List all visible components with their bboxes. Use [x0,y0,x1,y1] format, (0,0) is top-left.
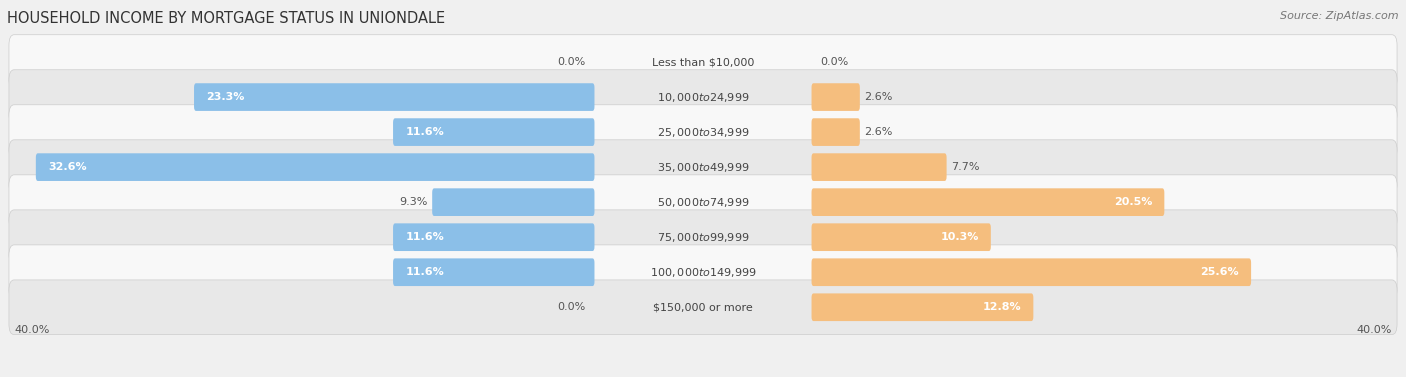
Text: 2.6%: 2.6% [865,127,893,137]
FancyBboxPatch shape [432,188,595,216]
FancyBboxPatch shape [8,70,1398,124]
FancyBboxPatch shape [811,258,1251,286]
Text: $150,000 or more: $150,000 or more [654,302,752,312]
Text: 11.6%: 11.6% [405,232,444,242]
FancyBboxPatch shape [35,153,595,181]
FancyBboxPatch shape [8,105,1398,159]
Text: 0.0%: 0.0% [557,302,586,312]
Text: HOUSEHOLD INCOME BY MORTGAGE STATUS IN UNIONDALE: HOUSEHOLD INCOME BY MORTGAGE STATUS IN U… [7,11,446,26]
Text: 25.6%: 25.6% [1201,267,1239,277]
Text: 40.0%: 40.0% [14,325,49,335]
FancyBboxPatch shape [394,118,595,146]
FancyBboxPatch shape [8,35,1398,89]
Text: $10,000 to $24,999: $10,000 to $24,999 [657,90,749,104]
FancyBboxPatch shape [811,83,860,111]
FancyBboxPatch shape [811,223,991,251]
Text: 11.6%: 11.6% [405,127,444,137]
FancyBboxPatch shape [811,293,1033,321]
Text: 0.0%: 0.0% [820,57,849,67]
Text: $100,000 to $149,999: $100,000 to $149,999 [650,266,756,279]
Text: 9.3%: 9.3% [399,197,427,207]
FancyBboxPatch shape [394,258,595,286]
Text: 23.3%: 23.3% [207,92,245,102]
FancyBboxPatch shape [394,223,595,251]
FancyBboxPatch shape [8,210,1398,265]
FancyBboxPatch shape [8,175,1398,230]
Text: 11.6%: 11.6% [405,267,444,277]
Text: $35,000 to $49,999: $35,000 to $49,999 [657,161,749,174]
Text: Less than $10,000: Less than $10,000 [652,57,754,67]
Text: 10.3%: 10.3% [941,232,979,242]
FancyBboxPatch shape [194,83,595,111]
Text: 12.8%: 12.8% [983,302,1021,312]
Text: 20.5%: 20.5% [1114,197,1152,207]
Text: $75,000 to $99,999: $75,000 to $99,999 [657,231,749,244]
FancyBboxPatch shape [811,118,860,146]
Text: 7.7%: 7.7% [952,162,980,172]
FancyBboxPatch shape [8,140,1398,195]
FancyBboxPatch shape [811,188,1164,216]
Text: Source: ZipAtlas.com: Source: ZipAtlas.com [1281,11,1399,21]
Legend: Without Mortgage, With Mortgage: Without Mortgage, With Mortgage [572,375,834,377]
FancyBboxPatch shape [8,245,1398,300]
Text: 0.0%: 0.0% [557,57,586,67]
Text: 32.6%: 32.6% [48,162,87,172]
Text: $25,000 to $34,999: $25,000 to $34,999 [657,126,749,139]
Text: $50,000 to $74,999: $50,000 to $74,999 [657,196,749,208]
Text: 2.6%: 2.6% [865,92,893,102]
Text: 40.0%: 40.0% [1357,325,1392,335]
FancyBboxPatch shape [811,153,946,181]
FancyBboxPatch shape [8,280,1398,334]
